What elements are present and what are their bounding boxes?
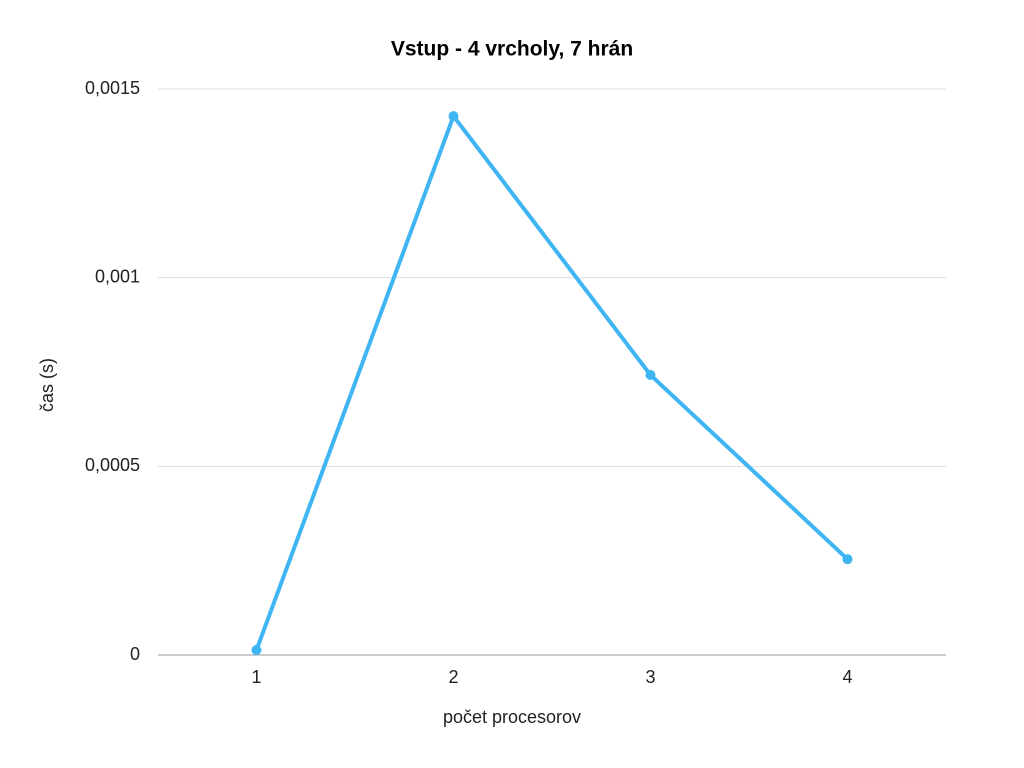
chart-title: Vstup - 4 vrcholy, 7 hrán [391, 38, 633, 61]
x-tick-label: 1 [251, 667, 261, 687]
point [645, 370, 656, 381]
point [842, 554, 853, 565]
y-tick-label: 0,0015 [85, 78, 140, 98]
line [254, 114, 849, 651]
point [448, 111, 459, 122]
y-tick-label: 0,0005 [85, 455, 140, 475]
y-axis-label: čas (s) [37, 358, 57, 412]
x-axis-label: počet procesorov [443, 707, 581, 727]
y-tick-label: 0 [130, 644, 140, 664]
point [251, 644, 262, 655]
y-tick-label: 0,001 [95, 266, 140, 286]
x-tick-label: 3 [645, 667, 655, 687]
x-tick-label: 4 [842, 667, 852, 687]
x-tick-label: 2 [448, 667, 458, 687]
